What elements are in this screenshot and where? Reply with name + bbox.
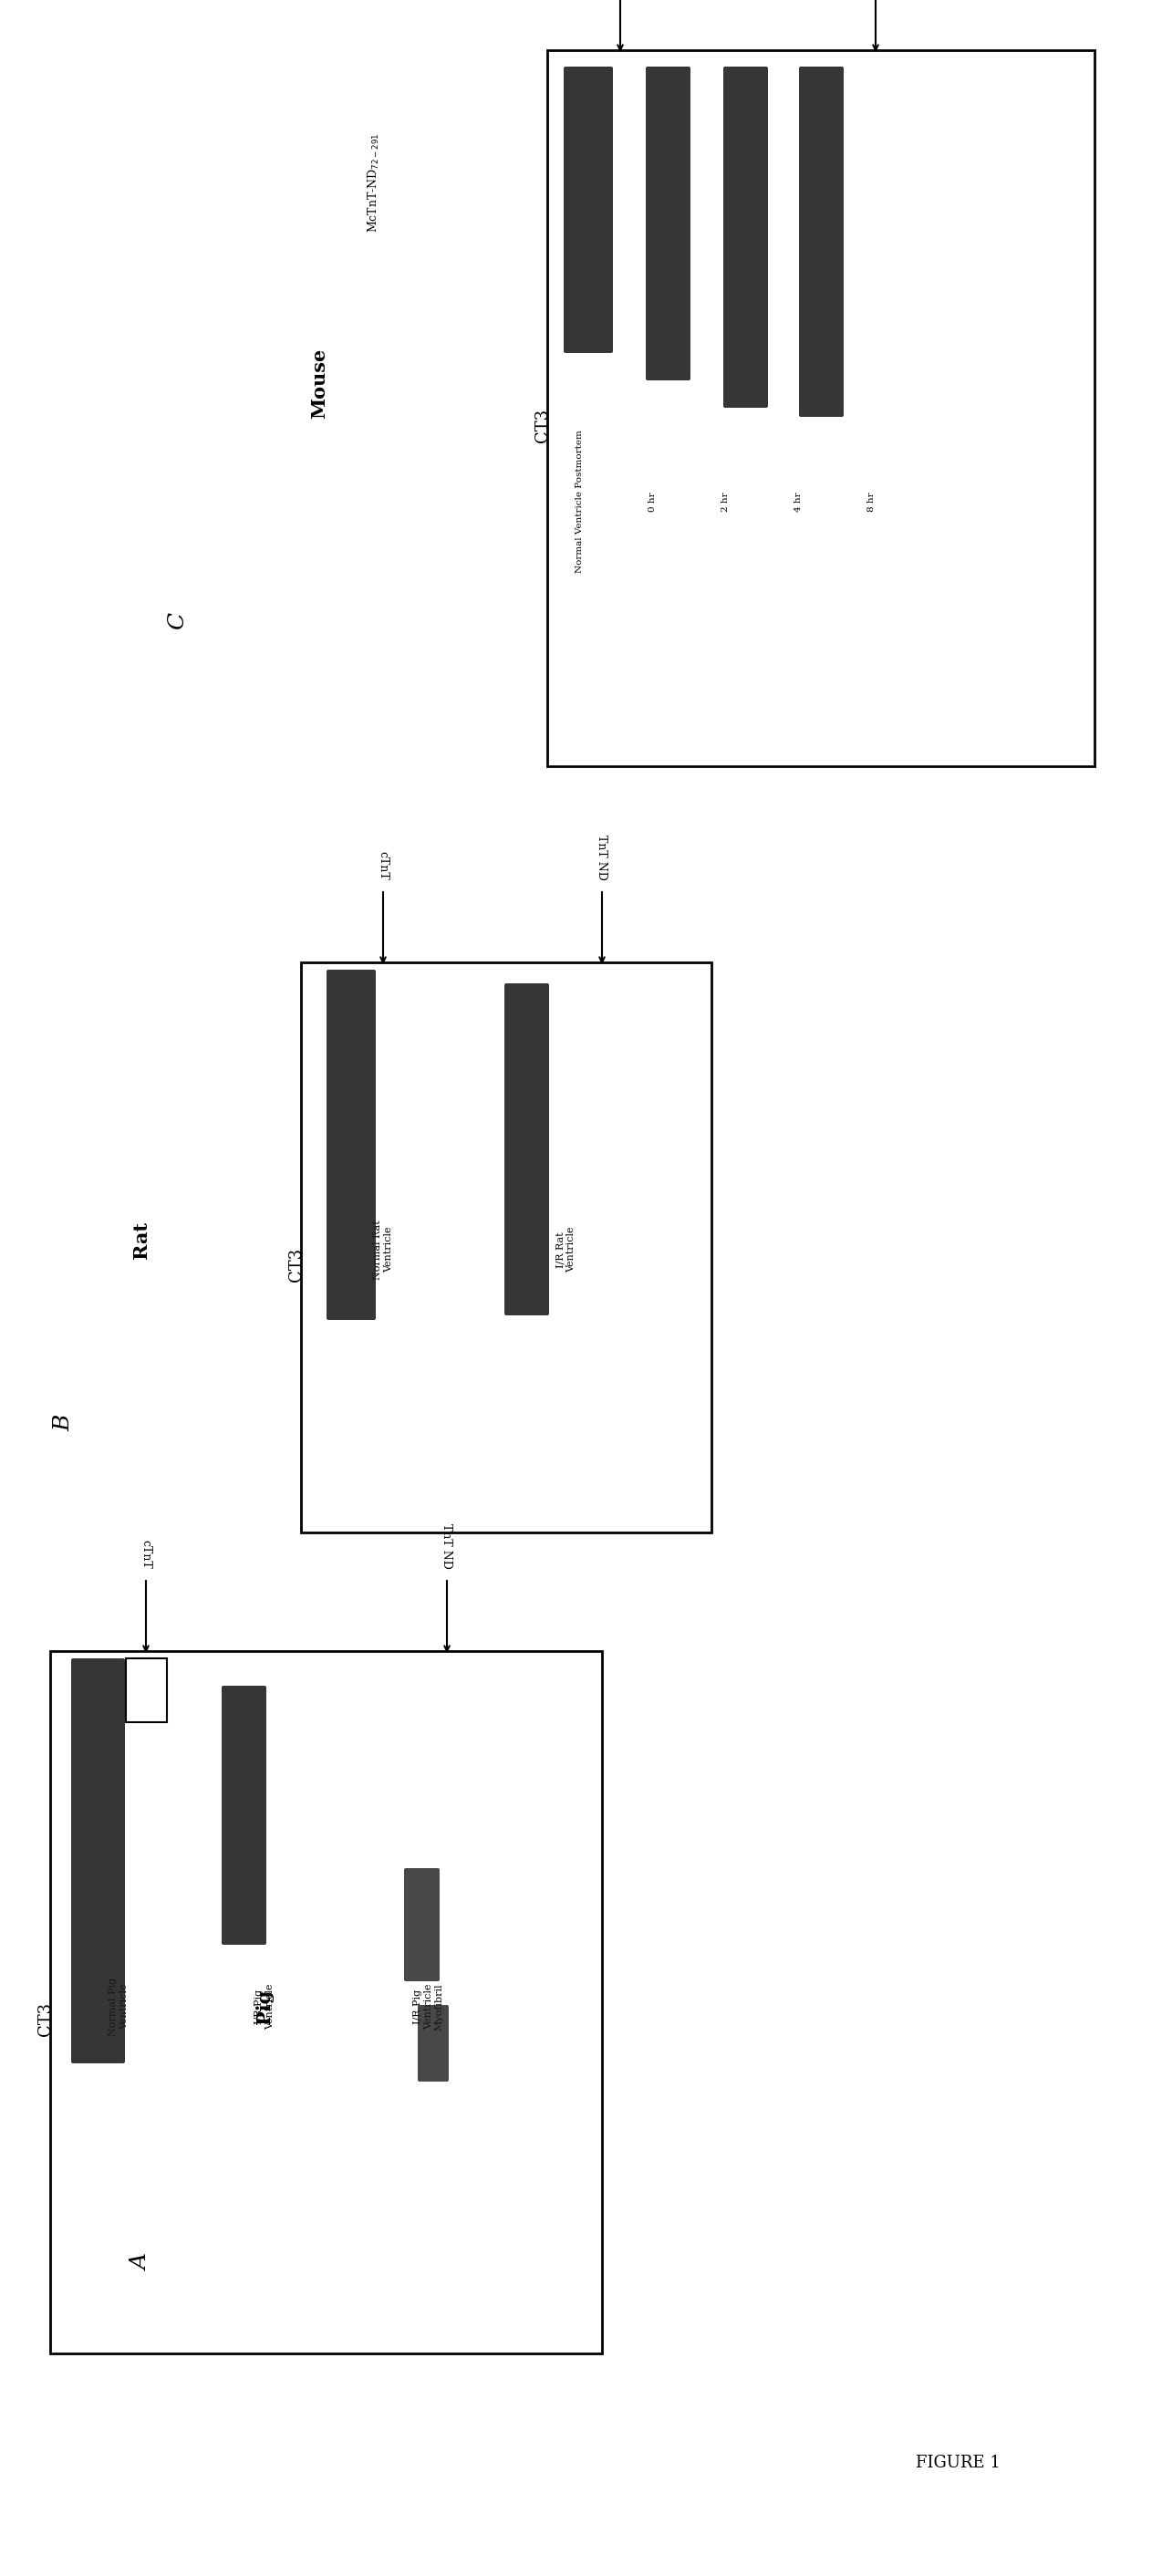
Text: CT3: CT3 bbox=[535, 407, 551, 443]
Text: cTnT: cTnT bbox=[139, 1540, 152, 1569]
Text: McTnT-ND$_{72-291}$: McTnT-ND$_{72-291}$ bbox=[367, 131, 381, 232]
FancyBboxPatch shape bbox=[222, 1685, 266, 1945]
Bar bbox=[125, 1659, 167, 1723]
Text: CT3: CT3 bbox=[37, 2002, 53, 2035]
Text: 4 hr: 4 hr bbox=[794, 492, 802, 513]
Text: TnT ND: TnT ND bbox=[596, 835, 608, 881]
Bar bbox=[547, 49, 1095, 765]
FancyBboxPatch shape bbox=[404, 1868, 439, 1981]
FancyBboxPatch shape bbox=[71, 1659, 125, 2063]
Text: FIGURE 1: FIGURE 1 bbox=[916, 2455, 1000, 2470]
Text: I/R Pig
Ventricle: I/R Pig Ventricle bbox=[254, 1984, 274, 2030]
FancyBboxPatch shape bbox=[564, 67, 612, 353]
Text: Normal Rat
Ventricle: Normal Rat Ventricle bbox=[373, 1221, 393, 1280]
Text: Pig: Pig bbox=[256, 1989, 273, 2025]
Text: Rat: Rat bbox=[132, 1221, 151, 1260]
FancyBboxPatch shape bbox=[327, 969, 375, 1319]
FancyBboxPatch shape bbox=[799, 67, 844, 417]
Text: cTnT: cTnT bbox=[378, 850, 389, 881]
Text: I/R Rat
Ventricle: I/R Rat Ventricle bbox=[555, 1226, 575, 1273]
Text: 0 hr: 0 hr bbox=[648, 492, 657, 513]
Text: C: C bbox=[167, 611, 188, 629]
Bar bbox=[50, 1651, 602, 2354]
Text: B: B bbox=[53, 1414, 74, 1432]
FancyBboxPatch shape bbox=[417, 2004, 449, 2081]
Text: CT3: CT3 bbox=[288, 1247, 304, 1280]
FancyBboxPatch shape bbox=[504, 984, 550, 1316]
Bar bbox=[301, 963, 711, 1533]
FancyBboxPatch shape bbox=[723, 67, 768, 407]
Text: A: A bbox=[131, 2254, 152, 2269]
Text: Mouse: Mouse bbox=[310, 348, 329, 417]
Text: Normal Pig
Ventricle: Normal Pig Ventricle bbox=[109, 1978, 129, 2035]
Text: TnT ND: TnT ND bbox=[442, 1522, 453, 1569]
Text: Normal Ventricle Postmortem: Normal Ventricle Postmortem bbox=[575, 430, 583, 574]
Text: 8 hr: 8 hr bbox=[867, 492, 875, 513]
Text: 2 hr: 2 hr bbox=[720, 492, 730, 513]
Text: I/R Pig
Ventricle
Myofibril: I/R Pig Ventricle Myofibril bbox=[414, 1984, 444, 2030]
FancyBboxPatch shape bbox=[646, 67, 690, 381]
